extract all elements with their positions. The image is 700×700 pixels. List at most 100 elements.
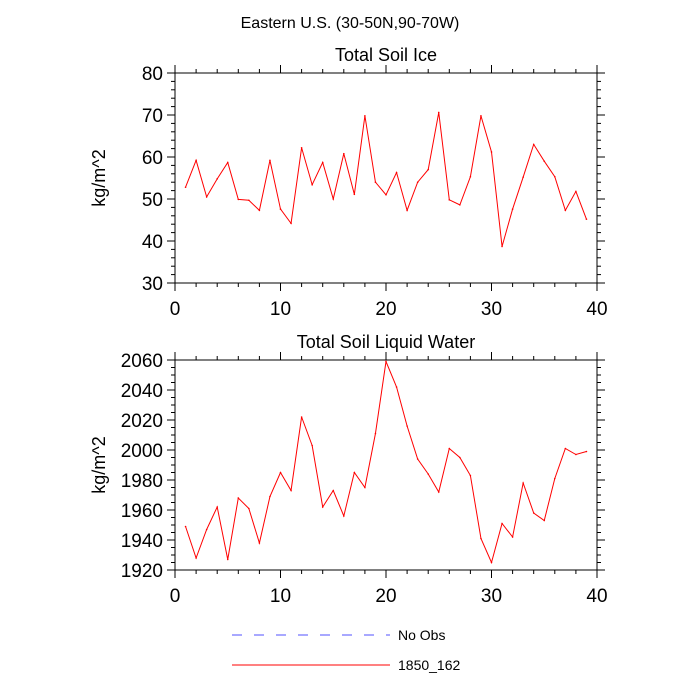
data-point [269, 495, 271, 498]
data-point [311, 183, 313, 186]
data-point [406, 425, 408, 427]
data-point [564, 447, 567, 450]
data-point [205, 528, 208, 531]
data-point [258, 209, 261, 212]
plot-frame [174, 359, 598, 571]
data-point [522, 176, 524, 178]
data-point [395, 171, 398, 174]
x-tick-label: 0 [170, 586, 181, 607]
data-point [554, 175, 556, 178]
data-point [469, 175, 472, 178]
data-point [522, 482, 524, 484]
data-point [364, 115, 366, 117]
data-point [311, 444, 313, 447]
data-point [575, 453, 577, 456]
data-point [290, 489, 292, 492]
x-tick-label: 10 [270, 586, 291, 607]
data-point [427, 168, 430, 171]
data-point [554, 477, 556, 480]
x-tick-label: 0 [170, 299, 181, 320]
data-point [385, 360, 387, 363]
data-point [321, 161, 324, 164]
data-point [332, 489, 335, 492]
data-point [343, 152, 345, 155]
data-point [248, 199, 250, 202]
data-point [184, 186, 187, 189]
data-point [427, 473, 430, 475]
series-line-1850_162 [185, 112, 587, 247]
data-point [237, 198, 240, 201]
data-point [459, 204, 461, 206]
data-point [480, 537, 482, 540]
data-point [279, 208, 282, 210]
data-point [195, 557, 197, 559]
legend: No Obs 1850_162 [232, 627, 461, 673]
data-point [480, 115, 482, 117]
x-tick-label: 30 [481, 299, 502, 320]
y-tick-label: 1940 [121, 531, 163, 552]
data-point [216, 178, 218, 180]
y-tick-label: 60 [142, 148, 163, 169]
data-point [237, 497, 240, 499]
data-point [543, 519, 546, 522]
data-point [416, 181, 419, 183]
data-point [248, 507, 250, 510]
data-point [300, 416, 303, 418]
x-tick-label: 30 [481, 586, 502, 607]
chart-title: Total Soil Liquid Water [297, 332, 475, 352]
data-point [300, 146, 303, 149]
figure-suptitle: Eastern U.S. (30-50N,90-70W) [241, 15, 460, 32]
data-point [258, 542, 261, 544]
data-point [437, 111, 440, 114]
chart-title: Total Soil Ice [335, 45, 437, 65]
x-tick-label: 20 [375, 586, 396, 607]
data-point [416, 458, 419, 460]
data-point [448, 199, 451, 201]
y-tick-label: 70 [142, 106, 163, 127]
y-tick-label: 40 [142, 232, 163, 253]
data-point [205, 196, 208, 198]
data-point [437, 491, 440, 493]
data-point [395, 386, 398, 388]
x-tick-label: 20 [375, 299, 396, 320]
data-point [501, 522, 503, 525]
data-point [353, 193, 356, 196]
y-tick-label: 2020 [121, 411, 163, 432]
y-tick-label: 1980 [121, 471, 163, 492]
data-point [364, 486, 366, 489]
plot-frame [174, 72, 598, 284]
x-tick-label: 40 [586, 299, 607, 320]
x-tick-label: 10 [270, 299, 291, 320]
data-point [532, 512, 535, 514]
data-point [385, 194, 387, 196]
data-point [374, 181, 377, 183]
y-tick-label: 2000 [121, 441, 163, 462]
chart-panel-1: Total Soil Ice kg/m^2 30 40 50 60 70 80 0 10 20 30 4… [89, 45, 608, 320]
data-point [406, 209, 408, 212]
data-point [469, 474, 472, 477]
y-tick-label: 1920 [121, 561, 163, 582]
data-point [195, 159, 197, 162]
data-point [332, 198, 335, 200]
data-point [290, 222, 292, 225]
data-point [269, 159, 271, 162]
data-point [585, 218, 588, 220]
legend-label-2: 1850_162 [398, 657, 461, 673]
data-point [216, 506, 218, 508]
data-point [543, 160, 546, 162]
data-point [511, 208, 514, 210]
chart-panel-2: Total Soil Liquid Water kg/m^2 1920 1940 196… [89, 332, 608, 607]
data-point [448, 447, 451, 450]
data-point [490, 151, 493, 153]
data-point [575, 190, 577, 193]
x-tick-label: 40 [586, 586, 607, 607]
data-point [511, 536, 514, 538]
y-tick-label: 80 [142, 64, 163, 85]
data-point [374, 432, 377, 435]
data-point [585, 450, 588, 453]
y-tick-label: 2060 [121, 351, 163, 372]
y-axis-label: kg/m^2 [89, 436, 109, 493]
data-point [321, 506, 324, 508]
data-point [564, 209, 567, 212]
